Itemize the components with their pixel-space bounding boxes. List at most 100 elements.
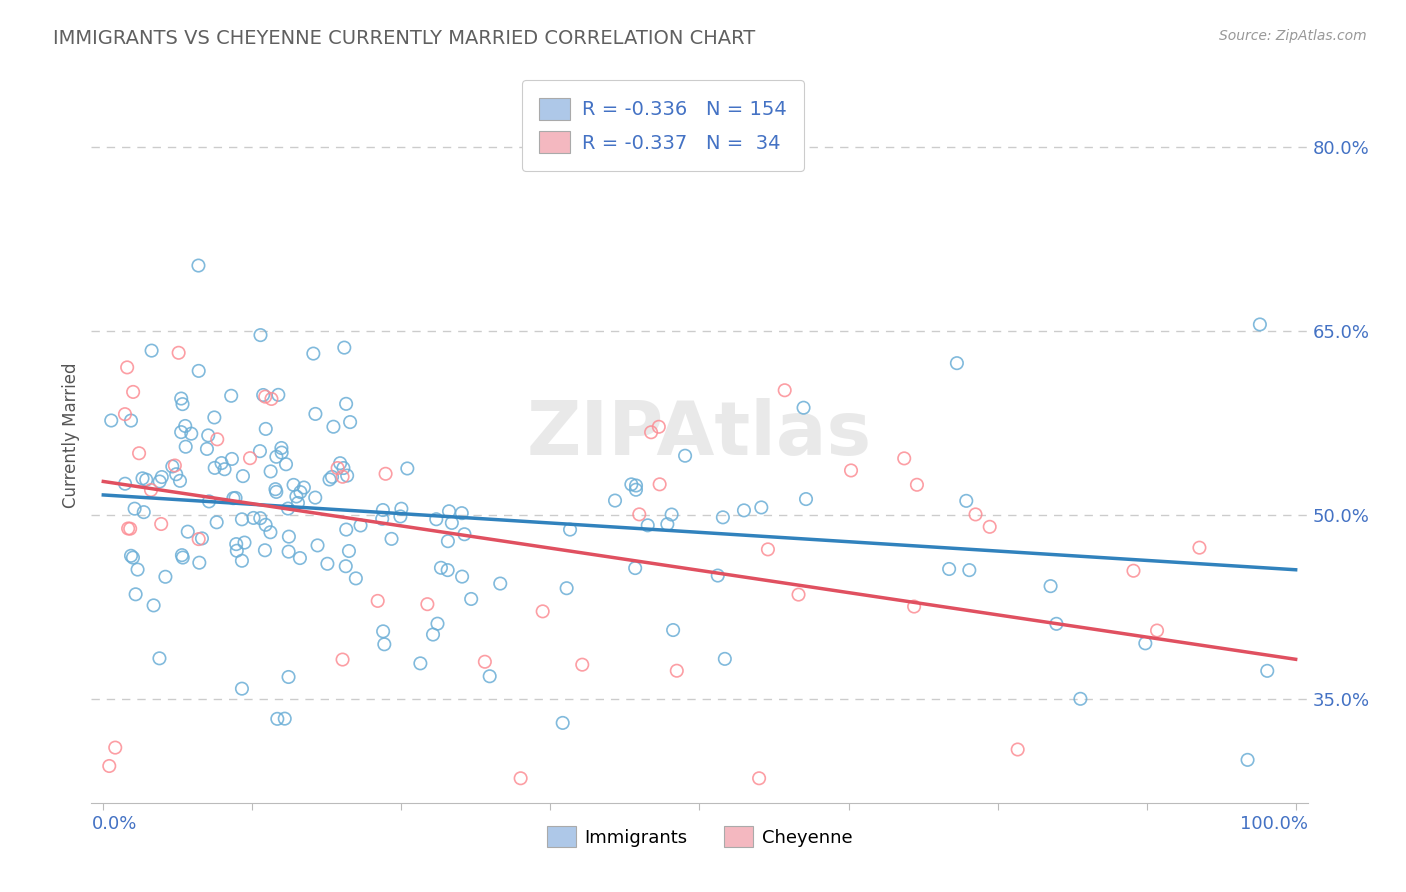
Point [624,478,647,492]
Point [332,469,354,483]
Point [938,562,960,576]
Point [335,559,357,574]
Point [624,561,647,575]
Point [662,623,685,637]
Point [233,535,256,549]
Point [277,501,299,516]
Point [965,508,987,522]
Point [657,517,679,532]
Point [373,637,395,651]
Point [131,471,153,485]
Point [371,624,394,639]
Point [135,473,157,487]
Point [332,461,354,475]
Point [292,481,315,495]
Point [637,518,659,533]
Point [252,388,274,402]
Point [141,343,163,358]
Point [221,452,243,467]
Point [335,397,357,411]
Point [1256,664,1278,678]
Point [620,477,643,491]
Point [304,491,326,505]
Point [1146,624,1168,638]
Point [98,759,121,773]
Point [163,458,186,473]
Point [316,557,339,571]
Point [1236,753,1258,767]
Point [211,456,233,470]
Point [422,627,444,641]
Point [148,651,170,665]
Point [531,604,554,618]
Point [756,542,779,557]
Point [267,388,290,402]
Point [150,516,173,531]
Point [337,544,360,558]
Point [187,364,209,378]
Point [665,664,688,678]
Point [254,517,277,532]
Legend: R = -0.336   N = 154, R = -0.337   N =  34: R = -0.336 N = 154, R = -0.337 N = 34 [522,80,804,171]
Point [274,457,297,471]
Text: 100.0%: 100.0% [1240,815,1308,833]
Point [260,392,283,406]
Point [307,538,329,552]
Point [287,496,309,510]
Point [285,490,308,504]
Point [120,413,142,427]
Point [1249,318,1271,332]
Point [571,657,593,672]
Point [1135,636,1157,650]
Point [711,510,734,524]
Point [150,470,173,484]
Point [172,550,194,565]
Point [253,543,276,558]
Point [714,652,737,666]
Point [290,485,312,500]
Point [322,419,344,434]
Point [733,503,755,517]
Point [624,483,647,497]
Point [1122,564,1144,578]
Point [893,451,915,466]
Point [122,384,145,399]
Y-axis label: Currently Married: Currently Married [62,362,80,508]
Point [104,740,127,755]
Point [336,468,359,483]
Text: 0.0%: 0.0% [91,815,136,833]
Point [288,551,311,566]
Point [603,493,626,508]
Point [242,511,264,525]
Point [149,475,172,489]
Point [120,522,142,536]
Point [277,530,299,544]
Point [648,477,671,491]
Point [239,451,262,466]
Point [283,478,305,492]
Point [321,470,343,484]
Point [225,543,247,558]
Point [174,419,197,434]
Point [232,469,254,483]
Point [489,576,512,591]
Point [187,259,209,273]
Point [478,669,501,683]
Point [231,681,253,696]
Text: IMMIGRANTS VS CHEYENNE CURRENTLY MARRIED CORRELATION CHART: IMMIGRANTS VS CHEYENNE CURRENTLY MARRIED… [53,29,755,47]
Point [946,356,969,370]
Point [555,581,578,595]
Point [277,544,299,558]
Point [170,425,193,439]
Point [304,407,326,421]
Point [231,512,253,526]
Point [170,548,193,562]
Point [188,556,211,570]
Point [425,512,447,526]
Point [266,484,288,499]
Point [225,491,247,505]
Point [139,483,162,497]
Point [318,473,340,487]
Point [558,523,581,537]
Point [266,450,288,464]
